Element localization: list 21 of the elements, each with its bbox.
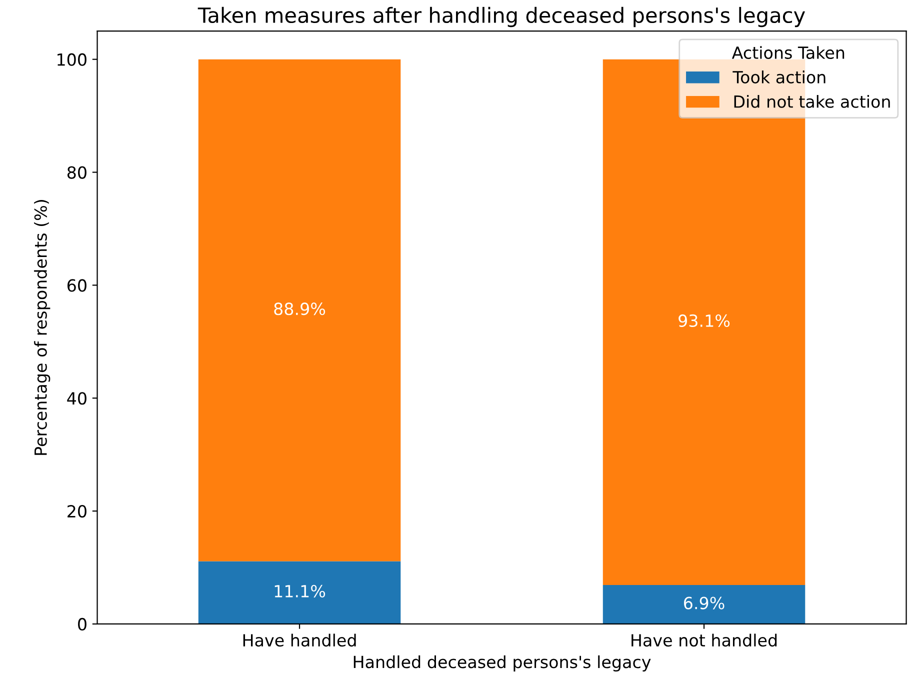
y-tick-label: 40: [67, 392, 86, 405]
y-tick-label: 0: [78, 618, 86, 631]
x-axis-title: Handled deceased persons's legacy: [354, 655, 651, 672]
x-tick-label: Have handled: [243, 634, 356, 647]
legend-title: Actions Taken: [732, 46, 844, 59]
y-tick-label: 100: [58, 53, 86, 66]
data-label: 6.9%: [684, 596, 724, 610]
legend-label: Took action: [732, 70, 826, 84]
y-axis-title: Percentage of respondents (%): [34, 200, 50, 455]
y-tick-label: 60: [67, 279, 86, 292]
bar: [198, 561, 401, 624]
chart-title: Taken measures after handling deceased persons's legacy: [198, 6, 806, 28]
x-tick-label: Have not handled: [632, 634, 777, 647]
bar: [198, 59, 401, 562]
data-label: 93.1%: [678, 314, 730, 328]
bar: [602, 585, 806, 624]
data-label: 88.9%: [274, 302, 326, 316]
legend-label: Did not take action: [734, 95, 890, 108]
data-label: 11.1%: [274, 584, 326, 598]
y-tick-label: 80: [67, 166, 86, 179]
y-tick-label: 20: [68, 505, 86, 518]
